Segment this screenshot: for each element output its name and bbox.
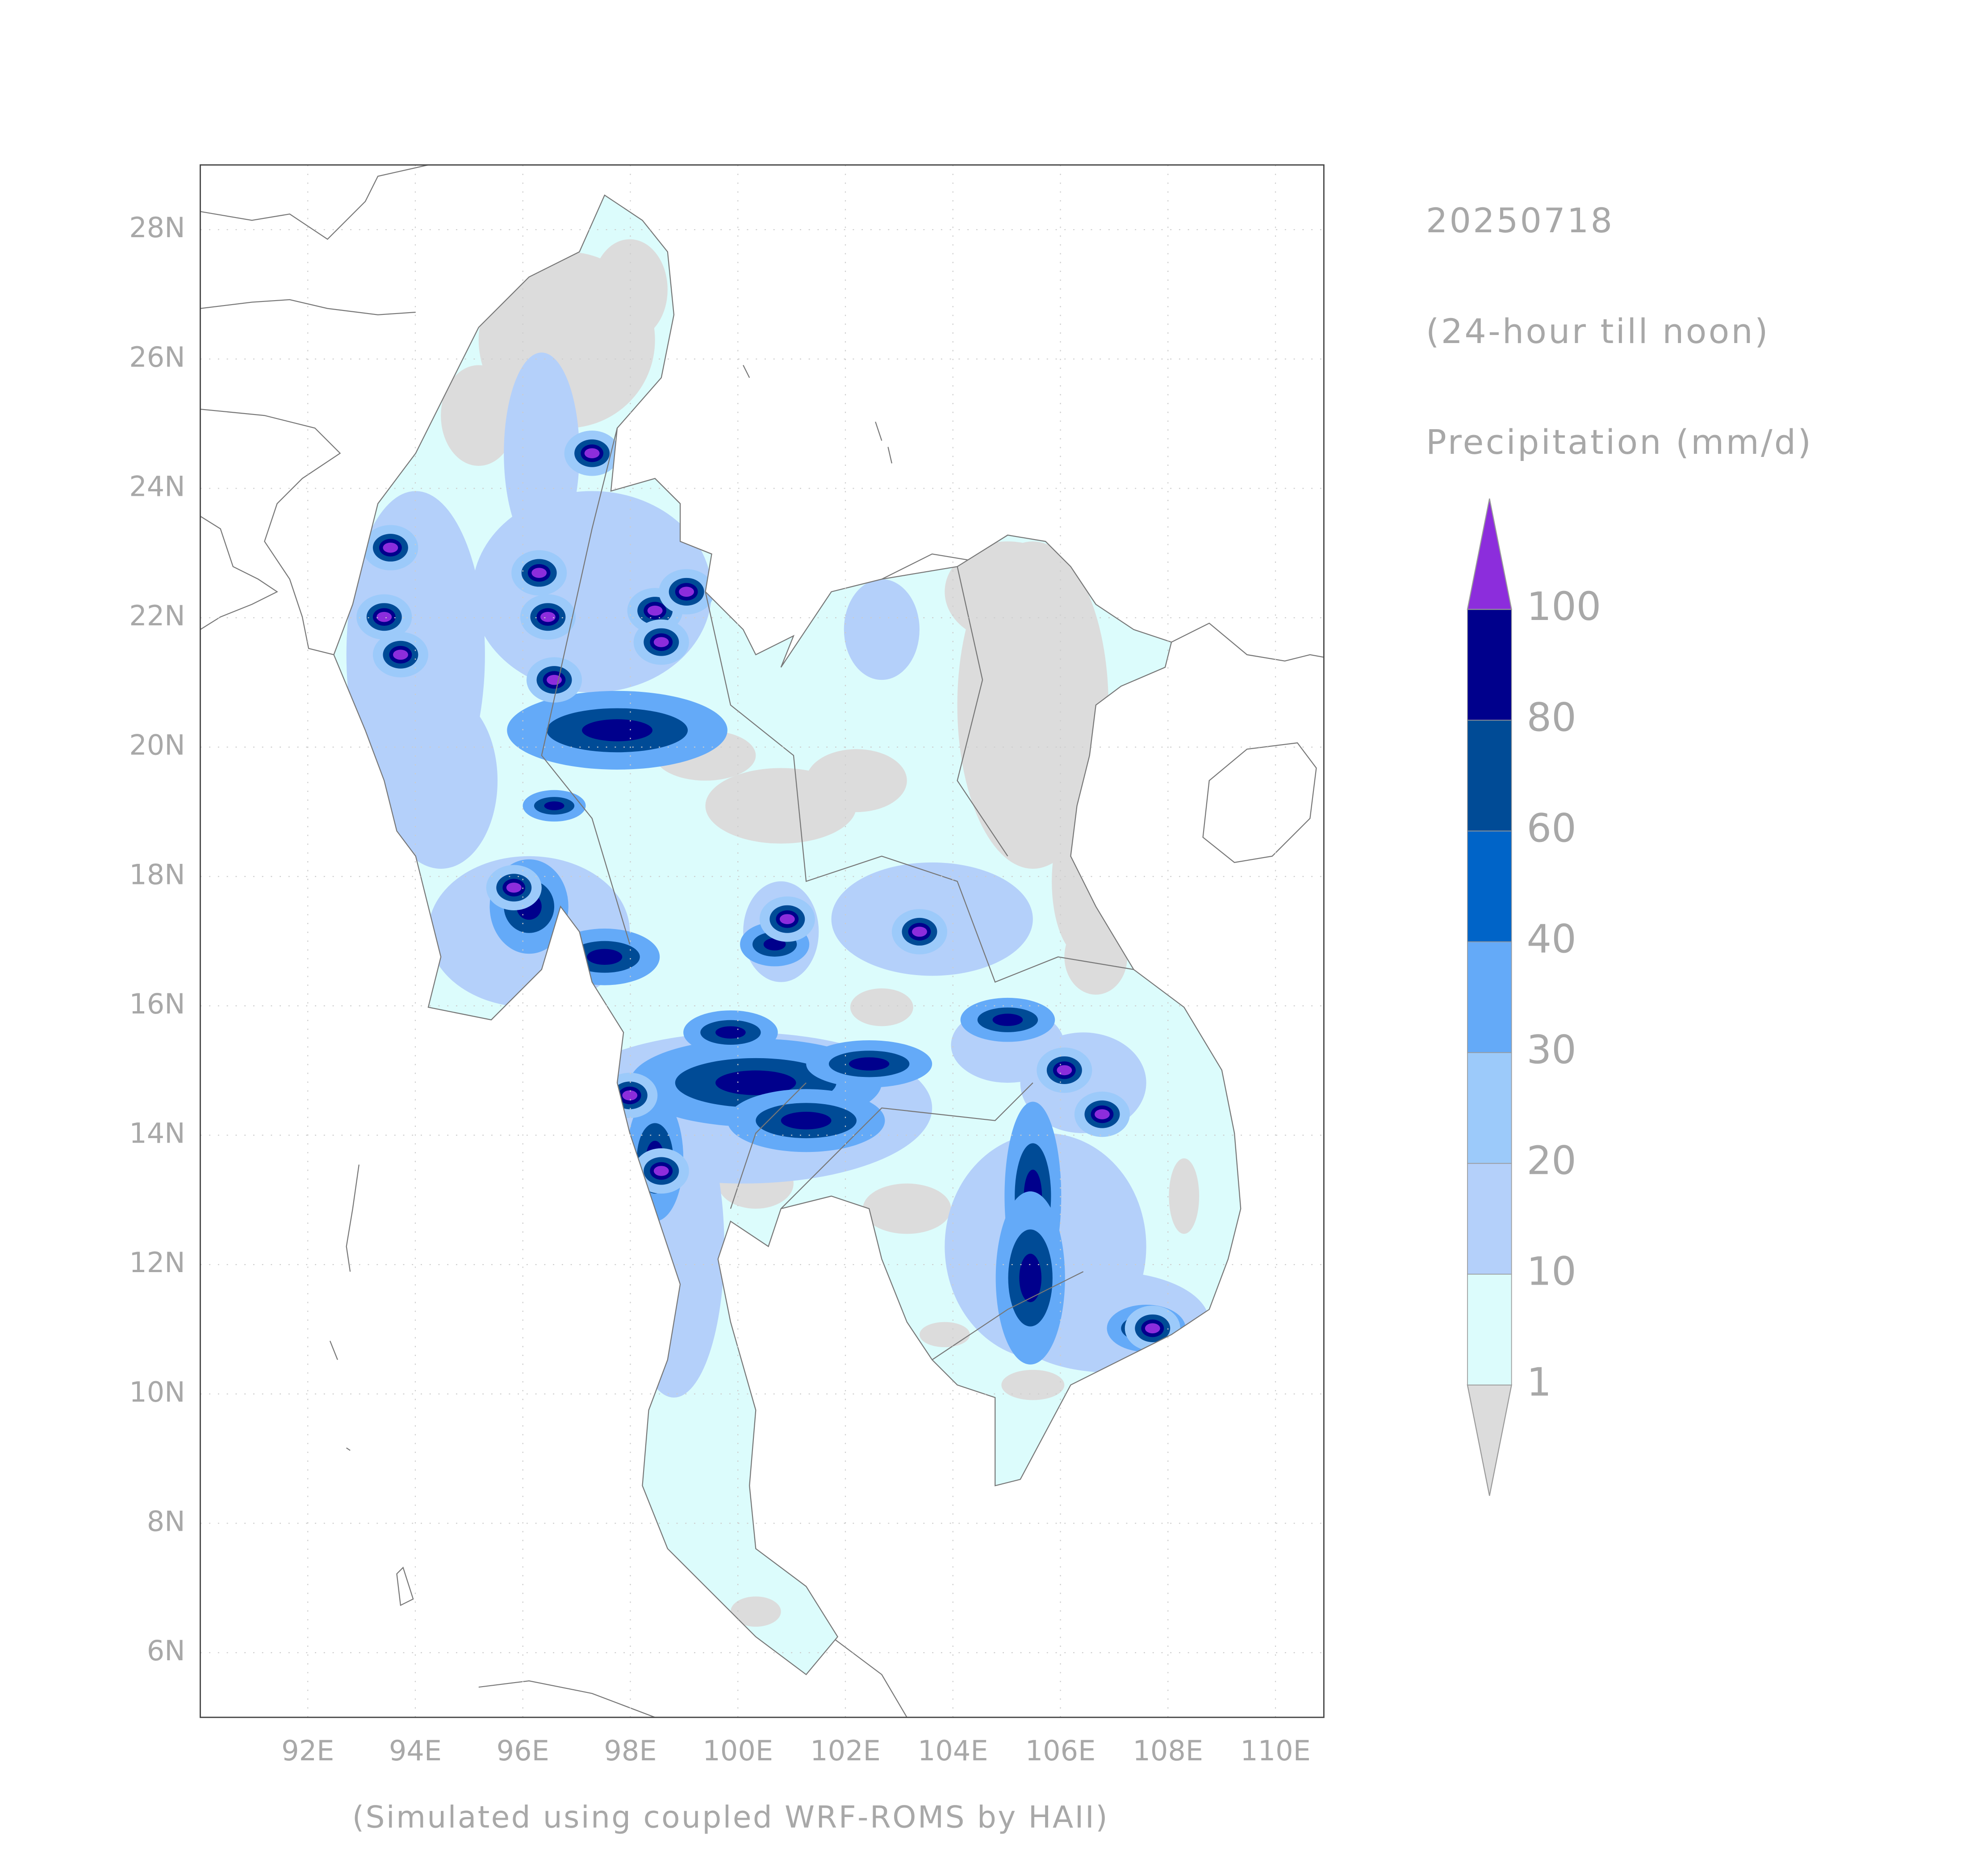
borders [541, 428, 1134, 1361]
y-tick-label: 22N [129, 599, 185, 632]
dry-area [945, 541, 1071, 642]
dry-area [1064, 919, 1128, 995]
date-title: 20250718 [1426, 201, 1614, 240]
colorbar-label: 60 [1526, 805, 1576, 851]
rain-area [383, 542, 398, 553]
colorbar-segment [1467, 830, 1512, 942]
colorbar-segment [1467, 609, 1512, 721]
rain-area [781, 1111, 832, 1130]
footer: (Simulated using coupled WRF-ROMS by HAI… [352, 1800, 1109, 1835]
y-tick-label: 26N [129, 341, 185, 373]
colorbar-segment [1467, 1052, 1512, 1164]
colorbar-segment [1467, 941, 1512, 1053]
rain-area [715, 1070, 796, 1095]
rain-area [653, 637, 669, 647]
grid [200, 165, 1324, 1717]
rain-area [1057, 1065, 1072, 1076]
dry-area [806, 749, 907, 812]
x-tick-label: 92E [281, 1734, 334, 1767]
y-tick-label: 10N [129, 1376, 185, 1408]
x-tick-label: 100E [702, 1734, 773, 1767]
colorbar-label: 10 [1526, 1249, 1576, 1294]
map-frame [200, 164, 1325, 1718]
colorbar-segment [1467, 1163, 1512, 1275]
dry-area [730, 1596, 781, 1627]
coastlines [200, 165, 1324, 1717]
rain-area [506, 882, 522, 893]
x-tick-label: 104E [918, 1734, 988, 1767]
y-tick-label: 8N [147, 1505, 185, 1537]
rain-area [587, 949, 623, 965]
x-tick-label: 96E [497, 1734, 549, 1767]
colorbar-label: 30 [1526, 1027, 1576, 1072]
dry-area [1169, 1158, 1200, 1234]
y-tick-label: 18N [129, 858, 185, 891]
rain-area [715, 1026, 746, 1039]
y-tick-label: 14N [129, 1117, 185, 1150]
colorbar-over [1467, 498, 1512, 610]
coastline [200, 165, 429, 240]
dry-area [919, 1322, 970, 1348]
rain-area [622, 1090, 638, 1101]
colorbar: 1 10 20 30 40 60 80 100 [1467, 498, 1601, 1496]
rain-area [544, 801, 564, 810]
rain-area [844, 579, 920, 680]
rain-area [679, 586, 694, 597]
rain-area [531, 568, 547, 578]
y-tick-label: 28N [129, 211, 185, 244]
rain-area [540, 611, 556, 622]
rain-area [849, 1057, 890, 1071]
rain-area [1145, 1323, 1160, 1334]
colorbar-label: 80 [1526, 695, 1576, 740]
colorbar-label: 100 [1526, 584, 1601, 629]
x-tick-label: 102E [810, 1734, 881, 1767]
y-tick-label: 24N [129, 470, 185, 502]
dry-area [863, 1183, 951, 1234]
y-tick-label: 16N [129, 988, 185, 1020]
rain-area [779, 914, 795, 924]
rain-area [647, 605, 663, 616]
dry-area [441, 365, 517, 466]
colorbar-label: 20 [1526, 1138, 1576, 1184]
x-tick-label: 106E [1025, 1734, 1096, 1767]
rain-area [584, 448, 600, 459]
colorbar-segment [1467, 1273, 1512, 1386]
x-tick-label: 98E [604, 1734, 656, 1767]
colorbar-segment [1467, 720, 1512, 832]
island [1202, 742, 1317, 863]
coastline [200, 408, 341, 655]
period-title: (24-hour till noon) [1426, 311, 1770, 351]
rain-area [393, 649, 408, 660]
dry-area [592, 239, 668, 340]
rain-area [1095, 1109, 1110, 1119]
islands [329, 1164, 414, 1606]
x-tick-label: 94E [389, 1734, 442, 1767]
x-tick-label: 108E [1133, 1734, 1203, 1767]
rain-area [992, 1013, 1023, 1026]
border-line [200, 299, 416, 315]
y-tick-label: 6N [147, 1634, 185, 1667]
x-tick-label: 110E [1240, 1734, 1311, 1767]
rain-area [912, 926, 927, 937]
rain-area [653, 1166, 669, 1176]
y-tick-label: 12N [129, 1246, 185, 1279]
dry-area [1001, 1369, 1065, 1400]
dry-area [850, 988, 913, 1026]
rain-area [1019, 1253, 1041, 1302]
colorbar-label: 40 [1526, 916, 1576, 962]
coastline [478, 1636, 907, 1717]
y-tick-label: 20N [129, 729, 185, 762]
rain-area [582, 719, 653, 741]
lakes [743, 364, 893, 464]
variable-title: Precipitation (mm/d) [1426, 422, 1813, 462]
rain-area [376, 611, 392, 622]
rain-area [384, 692, 498, 869]
colorbar-label: 1 [1526, 1360, 1551, 1405]
rain-area [763, 938, 786, 951]
coastline [200, 515, 278, 630]
